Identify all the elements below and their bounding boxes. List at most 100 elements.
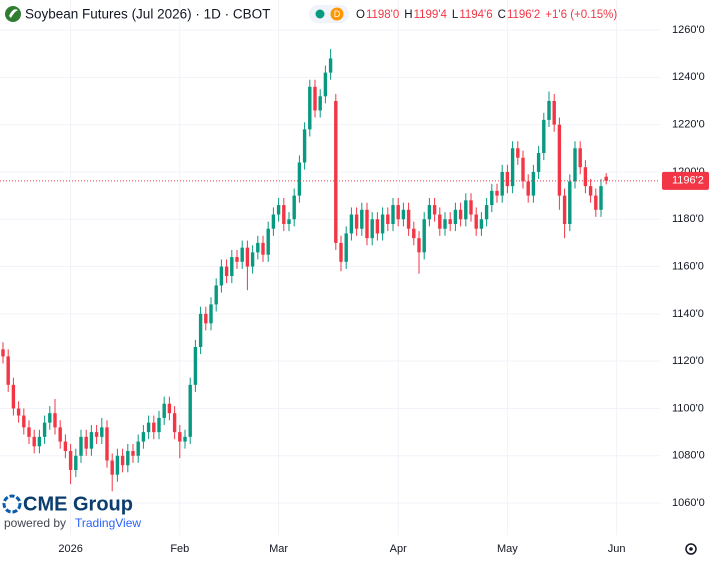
grid	[0, 0, 660, 535]
candle-body	[495, 190, 499, 196]
candle-body	[510, 148, 515, 187]
candle-body	[42, 422, 47, 437]
logo-platform[interactable]: TradingView	[75, 516, 141, 530]
ohlc-key: O	[356, 9, 365, 21]
candle-body	[178, 432, 182, 442]
candle-body	[360, 209, 364, 229]
settings-gear[interactable]	[685, 543, 697, 555]
candle-body	[27, 427, 31, 437]
y-tick-label: 1240'0	[672, 71, 705, 83]
candle-body	[604, 176, 608, 181]
candle-body	[152, 422, 156, 433]
candle-body	[84, 436, 88, 449]
candle-body	[302, 129, 307, 163]
candle-body	[79, 436, 83, 456]
candle-body	[516, 148, 520, 158]
candles	[0, 48, 660, 492]
candle-body	[401, 209, 406, 220]
candle-body	[126, 451, 130, 466]
candle-body	[500, 171, 504, 196]
candle-body	[245, 247, 250, 267]
candle-body	[599, 186, 603, 210]
candle-body	[209, 304, 213, 324]
candle-body	[308, 86, 312, 130]
candle-body	[136, 441, 140, 456]
candle-body	[282, 205, 286, 224]
candle-body	[542, 119, 546, 154]
candle-body	[292, 195, 296, 220]
candle-body	[432, 205, 437, 215]
settings-button[interactable]	[685, 543, 697, 555]
candle-body	[313, 86, 317, 111]
candle-body	[74, 455, 78, 470]
candle-body	[94, 432, 99, 437]
candle-body	[562, 195, 567, 224]
candle-body	[11, 384, 16, 409]
candle-body	[230, 257, 234, 277]
candle-body	[120, 455, 125, 466]
y-tick-label: 1080'0	[672, 450, 705, 462]
candle-body	[276, 205, 281, 215]
ohlc-key: H	[404, 9, 412, 21]
candle-body	[183, 436, 187, 442]
candle-body	[68, 451, 73, 470]
y-tick-label: 1160'0	[672, 260, 704, 272]
candle-body	[328, 58, 333, 73]
candle-body	[287, 219, 291, 224]
logo-brand: CME Group	[23, 493, 133, 515]
ohlc-legend: O 1198'0 H 1199'4 L 1194'6 C 1196'2 +1'6 (+0.15%…	[356, 9, 617, 21]
candle-body	[131, 451, 135, 456]
candle-body	[16, 408, 21, 416]
candle-body	[349, 214, 354, 234]
candle-body	[115, 455, 120, 475]
candle-body	[89, 432, 94, 449]
last-price-box	[662, 171, 709, 190]
candle-body	[48, 413, 52, 423]
candle-body	[484, 205, 489, 220]
candle-body	[198, 313, 203, 347]
candle-body	[552, 100, 556, 125]
candle-body	[583, 167, 588, 187]
candle-body	[172, 413, 177, 433]
candle-body	[536, 153, 541, 172]
candle-body	[235, 257, 239, 262]
candle-body	[521, 157, 525, 182]
candle-body	[193, 346, 198, 385]
candle-body	[406, 209, 411, 229]
last-price-label: 1196'2	[672, 175, 704, 187]
candle-body	[526, 181, 530, 196]
y-tick-label: 1120'0	[672, 355, 704, 367]
candle-body	[490, 190, 494, 206]
candle-body	[157, 417, 161, 433]
y-tick-label: 1100'0	[672, 402, 704, 414]
y-tick-label: 1180'0	[672, 213, 704, 225]
candle-body	[37, 436, 42, 447]
y-tick-label: 1220'0	[672, 119, 705, 131]
candle-body	[250, 252, 255, 267]
candle-body	[375, 219, 380, 234]
candle-body	[224, 266, 229, 277]
candle-body	[334, 100, 338, 243]
candle-body	[464, 200, 468, 220]
candle-body	[453, 209, 458, 224]
candle-body	[547, 100, 551, 120]
candle-body	[339, 242, 343, 262]
candle-body	[344, 233, 348, 262]
logo-powered: powered by	[4, 516, 66, 530]
status-dot	[315, 9, 325, 19]
candle-body	[63, 441, 68, 452]
ohlc-key: C	[498, 9, 506, 21]
candle-body	[240, 247, 244, 262]
candle-body	[396, 205, 400, 220]
candle-body	[391, 205, 395, 224]
logo-globe	[2, 494, 22, 514]
logo: CME Group powered by TradingView	[2, 493, 141, 530]
settings-hub[interactable]	[689, 547, 693, 551]
candle-body	[422, 219, 426, 253]
candle-body	[297, 162, 302, 196]
candle-body	[354, 214, 359, 229]
y-tick-label: 1060'0	[672, 497, 705, 509]
candle-body	[531, 171, 536, 196]
candle-body	[162, 403, 166, 418]
candle-body	[204, 313, 208, 324]
